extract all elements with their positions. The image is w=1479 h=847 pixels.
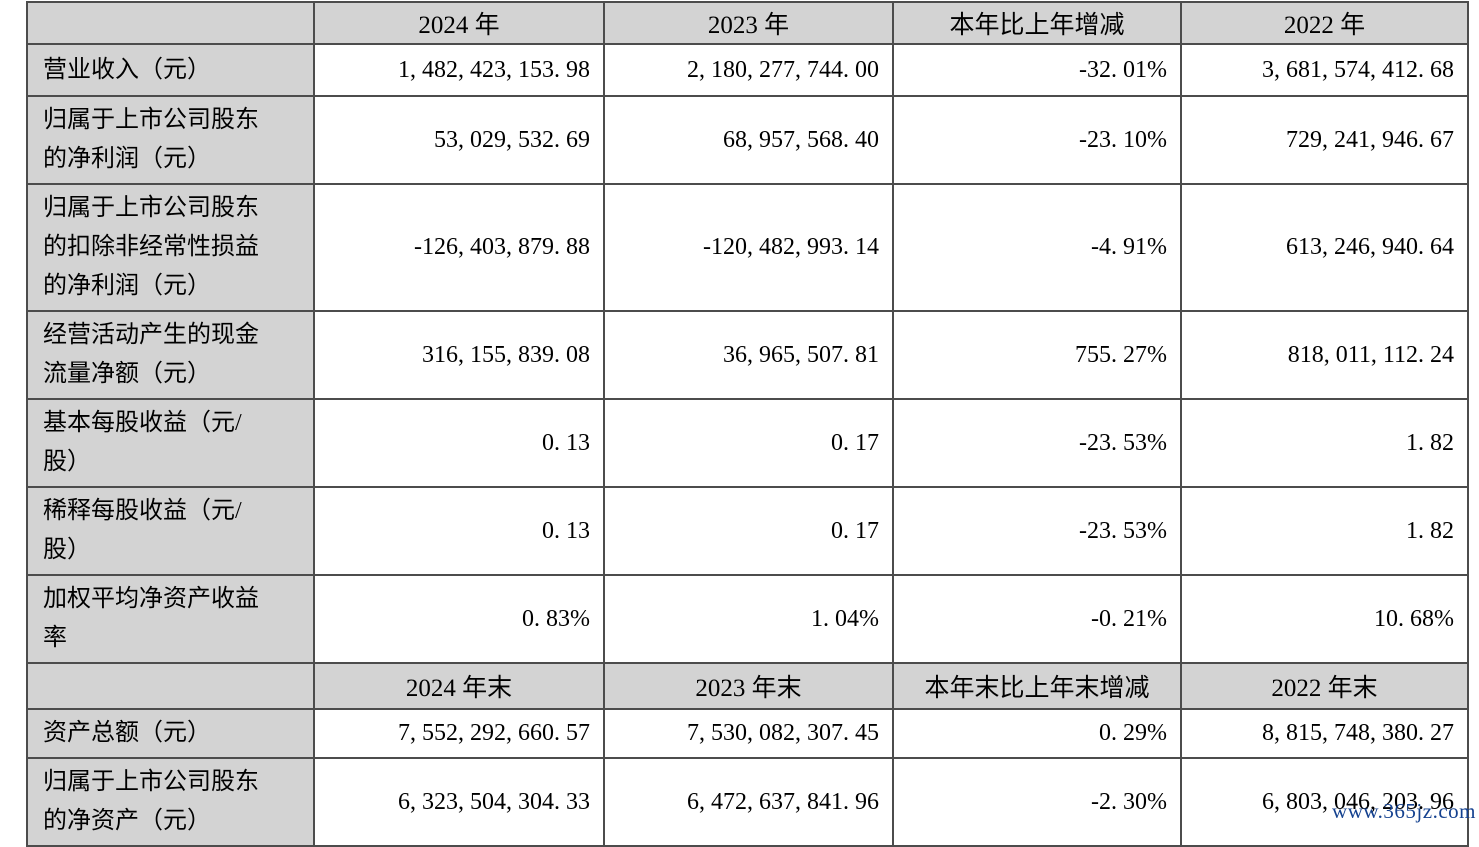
value-2024: 6, 323, 504, 304. 33 [313,757,605,847]
value-change: -23. 53% [892,398,1182,488]
row-label: 资产总额（元） [26,708,315,759]
eoy-header-2024: 2024 年末 [313,662,605,710]
value-change: -4. 91% [892,183,1182,312]
eoy-header-2023: 2023 年末 [603,662,894,710]
value-2023: 0. 17 [603,398,894,488]
value-2024: 316, 155, 839. 08 [313,310,605,400]
site-watermark: www.365jz.com [1332,799,1476,823]
financial-summary-table: 2024 年 2023 年 本年比上年增减 2022 年 营业收入（元） 1, … [26,1,1469,847]
annual-header-2022: 2022 年 [1180,1,1469,45]
value-2023: 6, 472, 637, 841. 96 [603,757,894,847]
row-label: 归属于上市公司股东的净资产（元） [26,757,315,847]
annual-header-change: 本年比上年增减 [892,1,1182,45]
value-2022: 729, 241, 946. 67 [1180,95,1469,185]
table-row-revenue: 营业收入（元） 1, 482, 423, 153. 98 2, 180, 277… [26,43,1469,97]
value-2022: 1. 82 [1180,486,1469,576]
value-2024: 53, 029, 532. 69 [313,95,605,185]
table-row-total-assets: 资产总额（元） 7, 552, 292, 660. 57 7, 530, 082… [26,708,1469,759]
table-row-net-assets: 归属于上市公司股东的净资产（元） 6, 323, 504, 304. 33 6,… [26,757,1469,847]
annual-header-2023: 2023 年 [603,1,894,45]
eoy-header-change: 本年末比上年末增减 [892,662,1182,710]
table-row-net-profit: 归属于上市公司股东的净利润（元） 53, 029, 532. 69 68, 95… [26,95,1469,185]
value-change: -2. 30% [892,757,1182,847]
value-2023: -120, 482, 993. 14 [603,183,894,312]
value-change: -0. 21% [892,574,1182,664]
value-2023: 1. 04% [603,574,894,664]
table-row-net-profit-excl-nonrecurring: 归属于上市公司股东的扣除非经常性损益的净利润（元） -126, 403, 879… [26,183,1469,312]
value-2023: 36, 965, 507. 81 [603,310,894,400]
row-label: 基本每股收益（元/股） [26,398,315,488]
table-row-weighted-avg-roe: 加权平均净资产收益率 0. 83% 1. 04% -0. 21% 10. 68% [26,574,1469,664]
row-label: 稀释每股收益（元/股） [26,486,315,576]
row-label: 经营活动产生的现金流量净额（元） [26,310,315,400]
value-2024: 1, 482, 423, 153. 98 [313,43,605,97]
annual-header-row: 2024 年 2023 年 本年比上年增减 2022 年 [26,1,1469,45]
value-2024: -126, 403, 879. 88 [313,183,605,312]
row-label: 营业收入（元） [26,43,315,97]
eoy-header-empty-cell [26,662,315,710]
table-row-diluted-eps: 稀释每股收益（元/股） 0. 13 0. 17 -23. 53% 1. 82 [26,486,1469,576]
value-2024: 0. 13 [313,398,605,488]
value-change: 755. 27% [892,310,1182,400]
row-label: 归属于上市公司股东的扣除非经常性损益的净利润（元） [26,183,315,312]
annual-header-empty-cell [26,1,315,45]
value-change: -32. 01% [892,43,1182,97]
value-2023: 7, 530, 082, 307. 45 [603,708,894,759]
table-row-operating-cash-flow: 经营活动产生的现金流量净额（元） 316, 155, 839. 08 36, 9… [26,310,1469,400]
value-2024: 0. 13 [313,486,605,576]
value-2022: 10. 68% [1180,574,1469,664]
value-2024: 0. 83% [313,574,605,664]
value-2022: 8, 815, 748, 380. 27 [1180,708,1469,759]
value-2022: 1. 82 [1180,398,1469,488]
row-label: 归属于上市公司股东的净利润（元） [26,95,315,185]
value-2023: 68, 957, 568. 40 [603,95,894,185]
annual-header-2024: 2024 年 [313,1,605,45]
value-2023: 2, 180, 277, 744. 00 [603,43,894,97]
table-row-basic-eps: 基本每股收益（元/股） 0. 13 0. 17 -23. 53% 1. 82 [26,398,1469,488]
row-label: 加权平均净资产收益率 [26,574,315,664]
value-2022: 818, 011, 112. 24 [1180,310,1469,400]
value-2024: 7, 552, 292, 660. 57 [313,708,605,759]
eoy-header-2022: 2022 年末 [1180,662,1469,710]
value-change: 0. 29% [892,708,1182,759]
value-2022: 613, 246, 940. 64 [1180,183,1469,312]
value-change: -23. 10% [892,95,1182,185]
value-2023: 0. 17 [603,486,894,576]
eoy-header-row: 2024 年末 2023 年末 本年末比上年末增减 2022 年末 [26,662,1469,710]
value-change: -23. 53% [892,486,1182,576]
value-2022: 3, 681, 574, 412. 68 [1180,43,1469,97]
